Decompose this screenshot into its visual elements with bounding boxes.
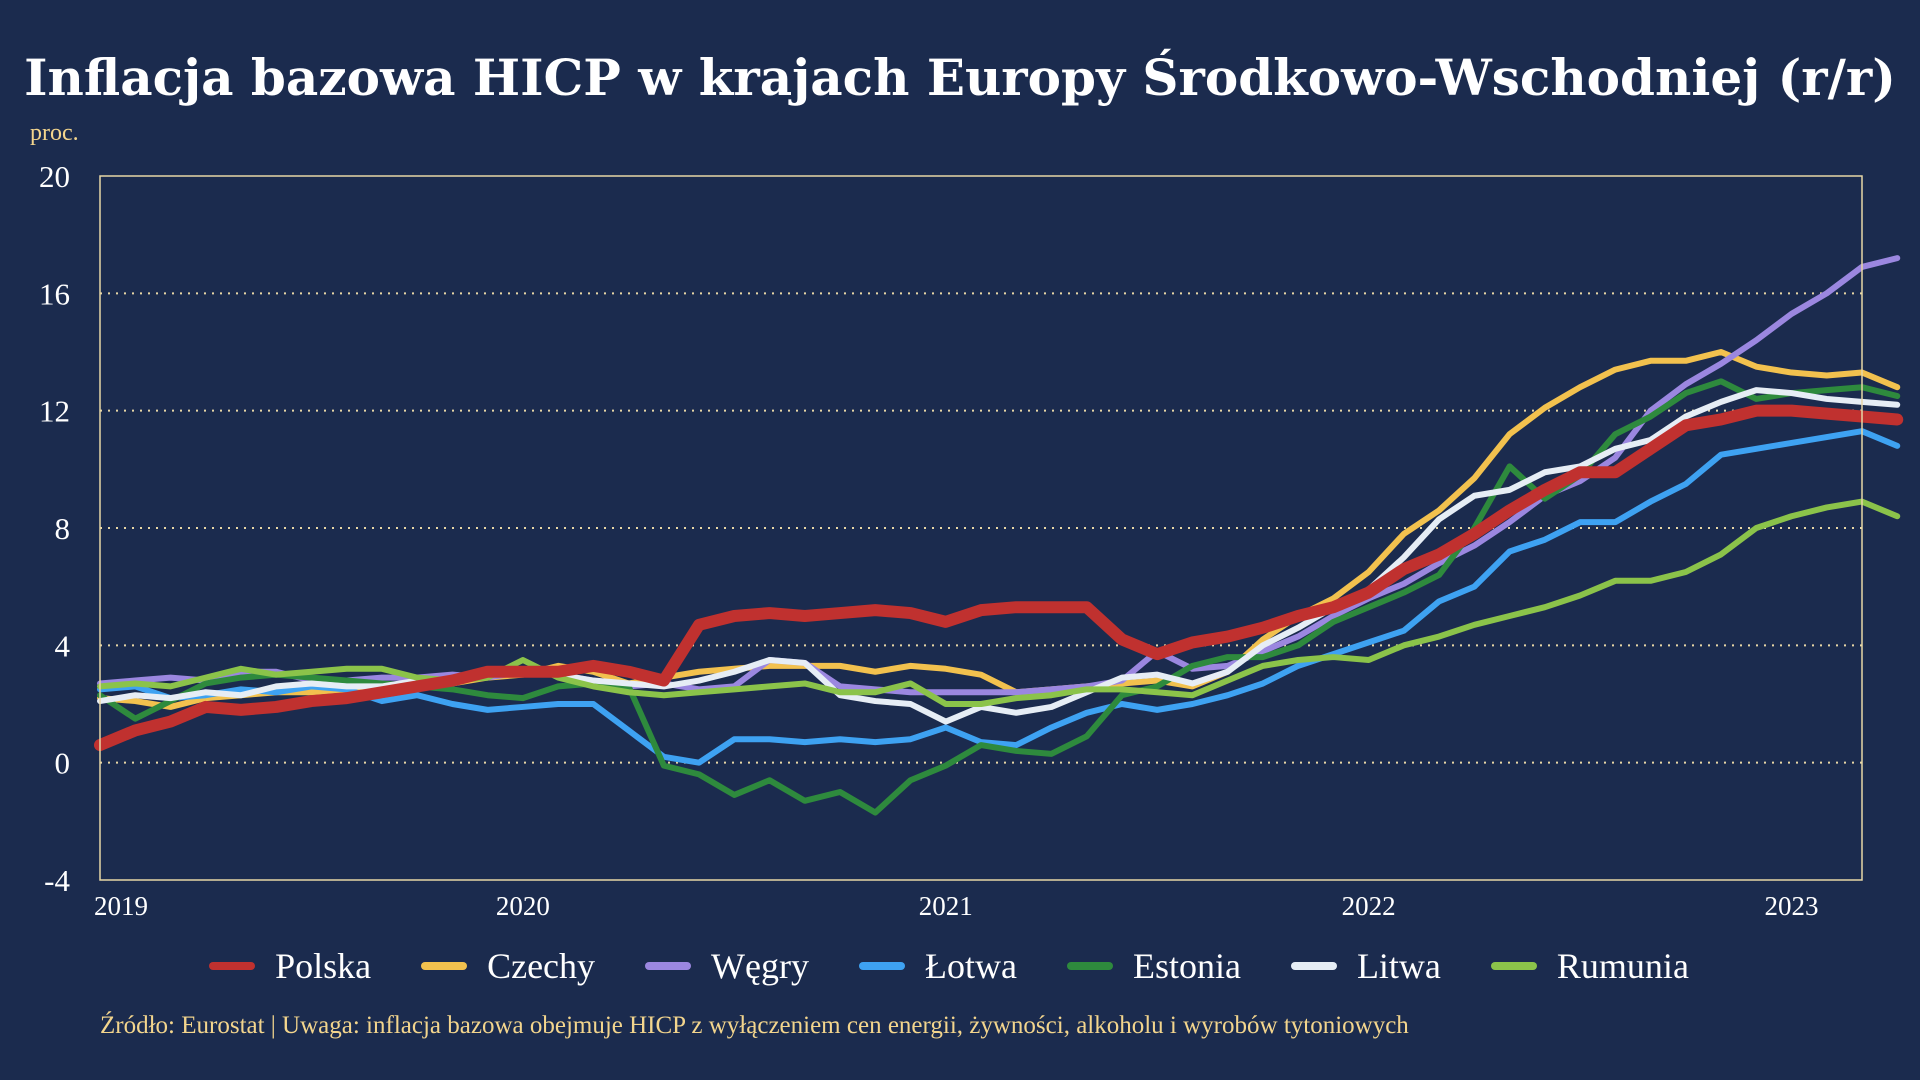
legend-label: Polska: [275, 946, 372, 986]
legend-swatch: [645, 962, 692, 970]
y-tick-label: 8: [55, 511, 71, 546]
legend-item: Rumunia: [1490, 945, 1711, 987]
legend-swatch: [858, 962, 905, 970]
chart-title: Inflacja bazowa HICP w krajach Europy Śr…: [24, 48, 1896, 107]
x-tick-label: 2019: [94, 891, 148, 921]
x-tick-label: 2023: [1765, 891, 1819, 921]
gridlines: [100, 292, 1862, 764]
legend-swatch: [421, 962, 468, 970]
y-tick-label: -4: [44, 863, 70, 898]
legend-label: Estonia: [1132, 946, 1241, 986]
legend-item: Litwa: [1290, 945, 1463, 987]
y-tick-label: 0: [55, 746, 71, 781]
x-axis-ticks: 2019 2020 2021 2022 2023: [94, 891, 1819, 921]
legend-item: Czechy: [421, 945, 617, 987]
y-tick-label: 4: [55, 628, 71, 663]
legend-label: Węgry: [711, 946, 809, 986]
legend-label: Litwa: [1356, 946, 1441, 986]
series-line-łotwa: [97, 428, 1901, 766]
plot-frame: [99, 175, 1863, 881]
legend-label: Łotwa: [924, 946, 1017, 986]
x-tick-label: 2021: [919, 891, 973, 921]
x-tick-label: 2022: [1342, 891, 1396, 921]
y-axis-ticks: -4 0 4 8 12 16 20: [39, 159, 71, 898]
legend-label: Rumunia: [1556, 946, 1689, 986]
legend-item: Węgry: [645, 945, 831, 987]
legend-label: Czechy: [487, 946, 596, 986]
legend-item: Polska: [209, 945, 393, 987]
series-line-rumunia: [97, 498, 1901, 707]
legend-item: Łotwa: [858, 945, 1039, 987]
series-lines: [94, 255, 1904, 816]
legend-swatch: [1066, 962, 1113, 970]
y-tick-label: 12: [39, 394, 70, 429]
series-line-węgry: [97, 255, 1901, 696]
y-tick-label: 20: [39, 159, 70, 194]
legend-swatch: [1490, 962, 1537, 970]
x-tick-label: 2020: [496, 891, 550, 921]
legend-swatch: [1290, 962, 1337, 970]
source-note: Źródło: Eurostat | Uwaga: inflacja bazow…: [100, 1012, 1409, 1039]
legend-swatch: [209, 962, 256, 970]
series-line-czechy: [97, 349, 1901, 710]
y-unit-label: proc.: [30, 120, 79, 146]
legend: Polska Czechy Węgry Łotwa Estonia Litwa Rumuni…: [0, 945, 1920, 987]
series-line-polska: [94, 404, 1904, 752]
y-tick-label: 16: [39, 276, 70, 311]
legend-item: Estonia: [1066, 945, 1263, 987]
